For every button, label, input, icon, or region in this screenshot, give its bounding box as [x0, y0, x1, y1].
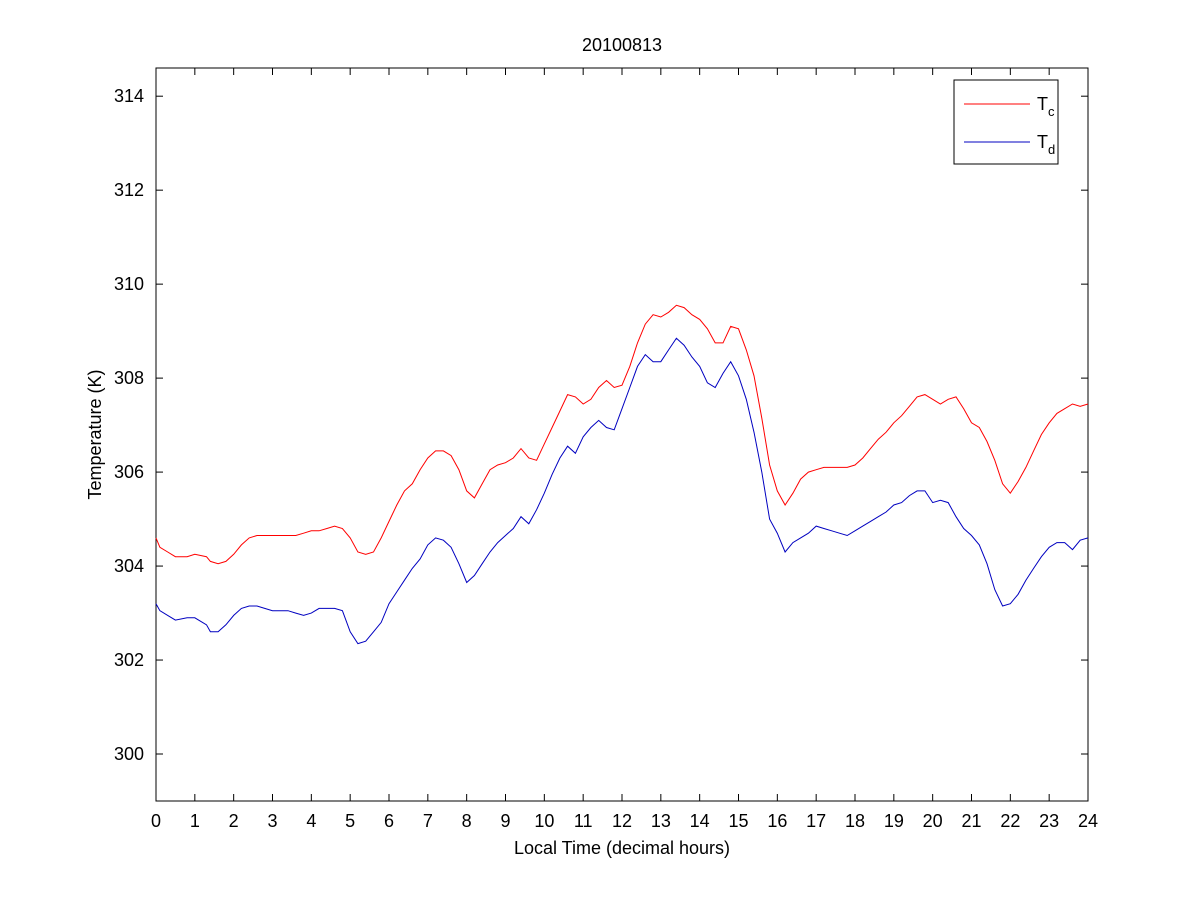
x-tick-label: 7	[423, 811, 433, 831]
x-tick-label: 9	[500, 811, 510, 831]
x-tick-label: 21	[961, 811, 981, 831]
plot-area	[155, 67, 1089, 802]
y-tick-label: 308	[114, 368, 144, 388]
x-tick-label: 10	[534, 811, 554, 831]
y-tick-label: 302	[114, 650, 144, 670]
x-tick-label: 24	[1078, 811, 1098, 831]
x-axis-label: Local Time (decimal hours)	[514, 838, 730, 858]
x-tick-label: 23	[1039, 811, 1059, 831]
x-tick-label: 4	[306, 811, 316, 831]
x-tick-label: 8	[462, 811, 472, 831]
y-tick-label: 300	[114, 744, 144, 764]
y-tick-label: 306	[114, 462, 144, 482]
x-tick-label: 19	[884, 811, 904, 831]
series-line-tc	[155, 304, 1089, 565]
series-layer	[155, 304, 1089, 645]
legend-entry-tc: Tc	[1037, 94, 1055, 119]
legend: Tc Td	[953, 79, 1059, 165]
x-tick-label: 0	[151, 811, 161, 831]
x-tick-label: 16	[767, 811, 787, 831]
series-line-td	[155, 337, 1089, 645]
x-tick-label: 17	[806, 811, 826, 831]
x-tick-label: 1	[190, 811, 200, 831]
y-tick-label: 312	[114, 180, 144, 200]
x-tick-label: 3	[267, 811, 277, 831]
chart-title: 20100813	[582, 35, 662, 55]
x-tick-label: 11	[574, 811, 593, 831]
y-axis-label: Temperature (K)	[85, 369, 105, 499]
x-tick-label: 14	[690, 811, 710, 831]
x-axis-ticks: 0 1 2 3 4 5 6 7 8 9 10 11 12 13 14 15 16 17 18 19 20 21 22 23 24	[151, 68, 1098, 831]
x-tick-label: 13	[651, 811, 671, 831]
x-tick-label: 12	[612, 811, 632, 831]
x-tick-label: 20	[923, 811, 943, 831]
legend-entry-td: Td	[1037, 132, 1055, 157]
x-tick-label: 22	[1000, 811, 1020, 831]
x-tick-label: 18	[845, 811, 865, 831]
y-tick-label: 304	[114, 556, 144, 576]
x-tick-label: 5	[345, 811, 355, 831]
x-tick-label: 6	[384, 811, 394, 831]
x-tick-label: 2	[229, 811, 239, 831]
y-axis-ticks: 300 302 304 306 308 310 312 314	[114, 86, 1088, 764]
legend-box	[953, 79, 1059, 165]
y-tick-label: 310	[114, 274, 144, 294]
y-tick-label: 314	[114, 86, 144, 106]
x-tick-label: 15	[728, 811, 748, 831]
